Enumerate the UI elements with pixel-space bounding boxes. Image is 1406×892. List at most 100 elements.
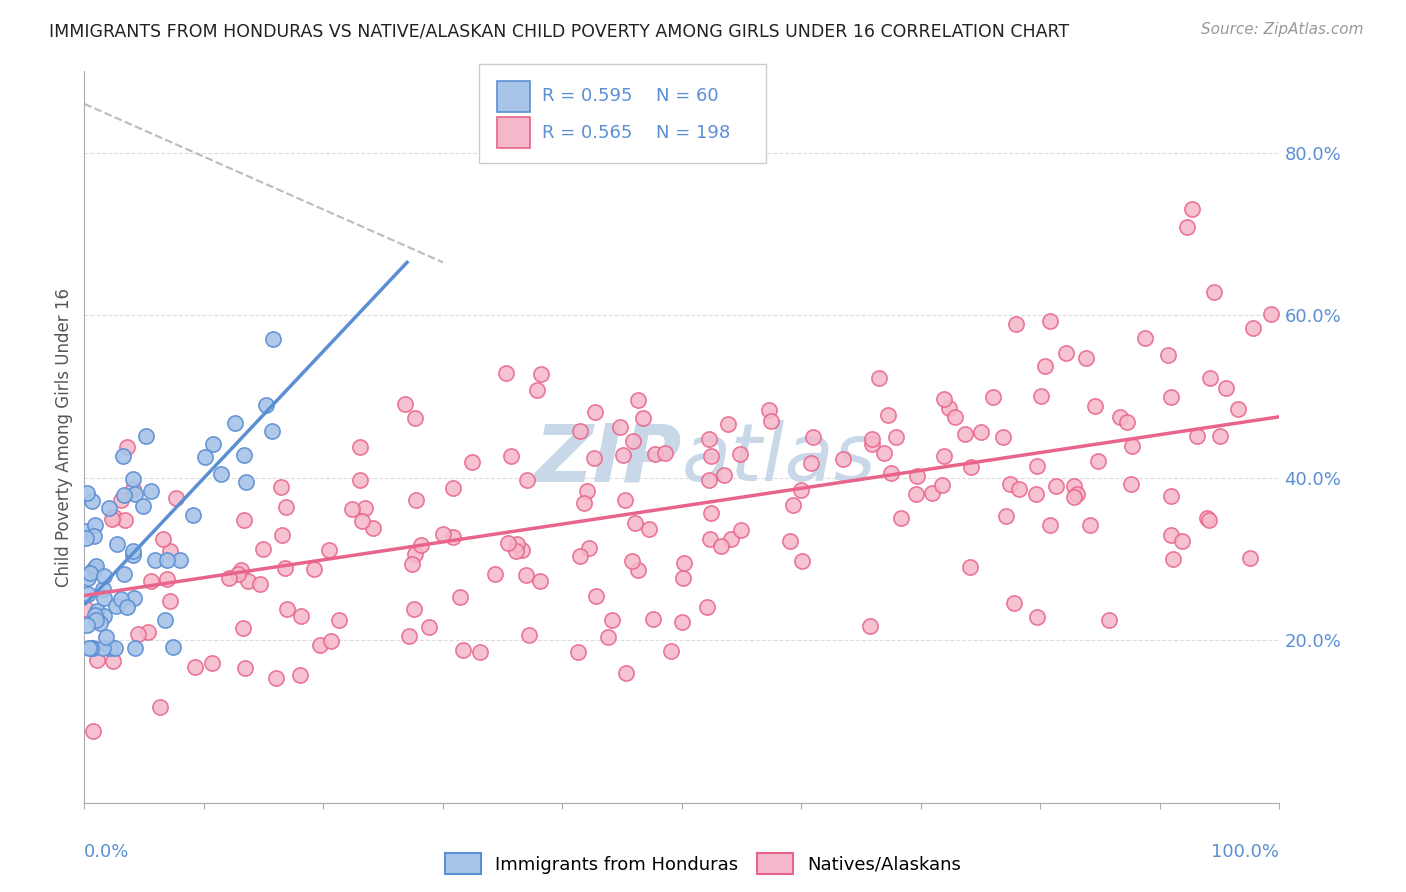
Point: [598, 630, 620, 644]
Point: [859, 618, 882, 632]
Point: [79, 641, 101, 656]
Point: [139, 484, 162, 499]
Point: [169, 552, 191, 566]
Point: [201, 657, 224, 671]
Point: [955, 426, 977, 441]
Point: [83, 561, 105, 575]
Point: [226, 566, 249, 581]
Point: [730, 523, 752, 537]
Point: [530, 367, 553, 381]
Point: [873, 446, 896, 460]
Point: [1074, 351, 1097, 365]
Point: [1025, 610, 1047, 624]
Point: [75, 532, 97, 546]
Point: [1119, 477, 1142, 491]
Point: [1171, 533, 1194, 548]
Point: [470, 645, 492, 659]
Point: [1078, 518, 1101, 533]
Point: [609, 420, 631, 434]
Point: [1160, 390, 1182, 404]
Point: [1025, 487, 1047, 501]
Point: [352, 515, 374, 529]
Point: [673, 556, 696, 570]
Point: [1195, 511, 1218, 525]
Point: [1039, 314, 1062, 328]
Point: [526, 384, 548, 398]
Point: [82, 563, 104, 577]
Point: [831, 452, 853, 467]
Point: [1209, 429, 1232, 443]
Point: [1226, 402, 1249, 417]
Point: [578, 541, 600, 555]
Point: [156, 572, 179, 586]
Point: [1175, 219, 1198, 234]
Point: [1198, 513, 1220, 527]
Point: [91, 641, 114, 656]
Point: [790, 554, 813, 568]
Point: [1054, 345, 1077, 359]
Point: [159, 594, 181, 608]
Point: [505, 544, 527, 558]
Point: [613, 492, 636, 507]
Point: [122, 544, 145, 558]
Point: [136, 624, 159, 639]
Point: [1199, 371, 1222, 385]
Point: [519, 628, 541, 642]
Point: [122, 482, 145, 496]
Point: [93, 568, 115, 582]
Point: [114, 513, 136, 527]
Text: 100.0%: 100.0%: [1212, 843, 1279, 861]
Point: [110, 592, 132, 607]
Point: [194, 450, 217, 464]
Point: [672, 571, 695, 585]
Point: [97, 501, 120, 516]
Text: ZIP: ZIP: [534, 420, 682, 498]
Point: [1063, 491, 1085, 505]
Point: [575, 484, 598, 499]
Point: [1181, 202, 1204, 216]
Point: [143, 553, 166, 567]
Point: [401, 557, 423, 571]
Point: [860, 432, 883, 446]
Point: [165, 491, 187, 505]
Point: [495, 366, 517, 380]
Point: [505, 537, 527, 551]
Point: [981, 390, 1004, 404]
Point: [103, 510, 125, 524]
Point: [880, 467, 903, 481]
Point: [654, 446, 676, 460]
Point: [76, 571, 98, 585]
Point: [394, 397, 416, 411]
Point: [361, 521, 384, 535]
Text: atlas: atlas: [682, 420, 877, 498]
Point: [696, 599, 718, 614]
Point: [1066, 487, 1088, 501]
Point: [404, 548, 426, 562]
Text: N = 60: N = 60: [655, 87, 718, 105]
Point: [614, 666, 637, 681]
Point: [1156, 348, 1178, 362]
Point: [124, 486, 146, 500]
Point: [236, 574, 259, 588]
Point: [112, 449, 135, 463]
Point: [905, 487, 928, 501]
Point: [93, 609, 115, 624]
Point: [409, 538, 432, 552]
Point: [582, 451, 605, 466]
Point: [931, 478, 953, 492]
Point: [232, 513, 254, 527]
Point: [758, 402, 780, 417]
Point: [1039, 517, 1062, 532]
Point: [149, 699, 172, 714]
Text: 0.0%: 0.0%: [84, 843, 129, 861]
Point: [349, 440, 371, 454]
Point: [938, 401, 960, 415]
Point: [349, 473, 371, 487]
Point: [717, 417, 740, 431]
Point: [122, 591, 145, 605]
Point: [1025, 458, 1047, 473]
Point: [567, 645, 589, 659]
Point: [328, 614, 350, 628]
Point: [779, 533, 801, 548]
Point: [288, 667, 311, 681]
